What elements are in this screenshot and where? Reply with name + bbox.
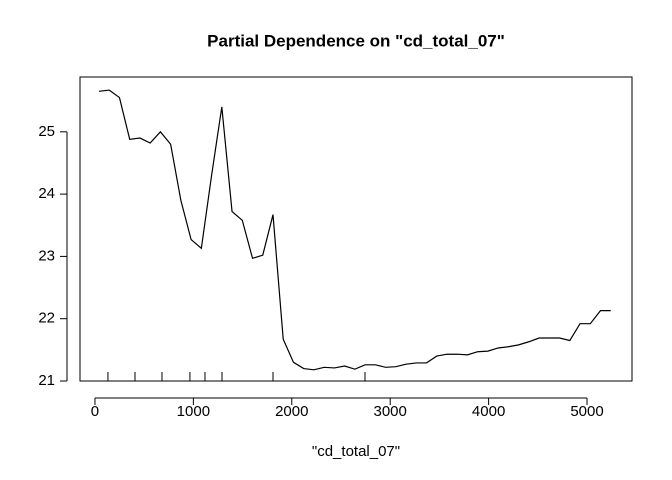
plot-box — [79, 76, 633, 382]
y-tick-label: 21 — [38, 372, 55, 389]
x-axis-label: "cd_total_07" — [312, 443, 400, 460]
x-tick-label: 4000 — [472, 403, 505, 420]
x-tick-label: 5000 — [570, 403, 603, 420]
x-tick-label: 3000 — [374, 403, 407, 420]
x-tick-label: 2000 — [275, 403, 308, 420]
y-tick-label: 22 — [38, 310, 55, 327]
y-tick-label: 23 — [38, 247, 55, 264]
y-tick-label: 24 — [38, 185, 55, 202]
x-tick-label: 1000 — [177, 403, 210, 420]
x-tick-label: 0 — [91, 403, 99, 420]
y-tick-label: 25 — [38, 123, 55, 140]
chart-title: Partial Dependence on "cd_total_07" — [207, 31, 505, 50]
data-line — [98, 89, 611, 371]
